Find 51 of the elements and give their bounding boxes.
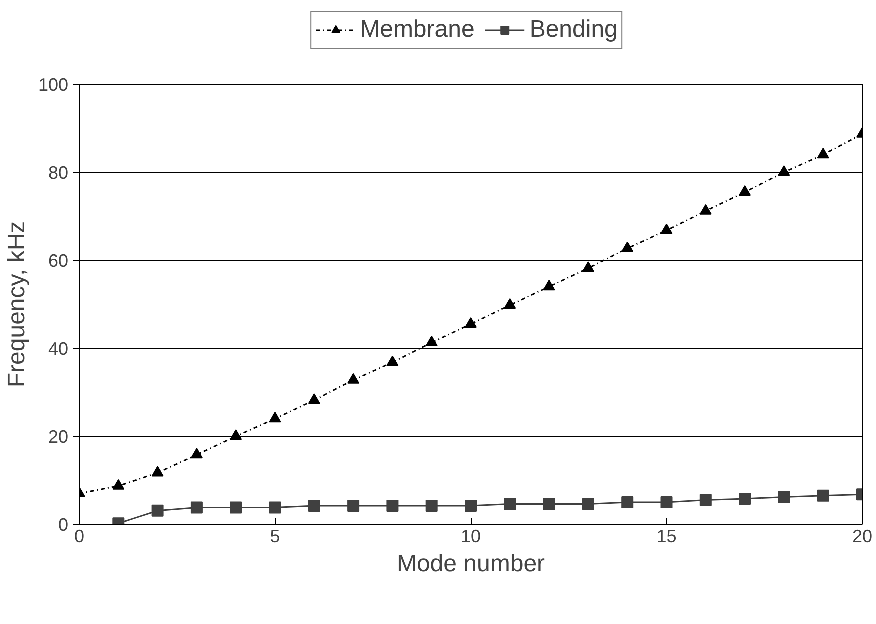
y-tick-label: 60 — [48, 251, 69, 271]
y-axis-title: Frequency, kHz — [3, 221, 30, 388]
point — [308, 500, 320, 512]
point — [622, 242, 634, 252]
y-tick-label: 80 — [48, 163, 69, 183]
point — [190, 448, 203, 459]
y-tick-label: 40 — [48, 339, 69, 359]
y-tick-label: 100 — [38, 75, 69, 95]
point — [739, 492, 752, 505]
point — [152, 466, 164, 477]
legend-label: Bending — [530, 16, 618, 44]
point — [348, 373, 360, 384]
point — [700, 204, 712, 215]
x-tick-label: 10 — [460, 526, 482, 546]
point — [543, 280, 556, 291]
point — [230, 502, 242, 514]
point — [739, 185, 752, 196]
point — [112, 479, 125, 490]
x-tick-label: 20 — [852, 526, 873, 546]
point — [426, 500, 438, 512]
point — [152, 504, 164, 517]
point — [582, 498, 594, 510]
x-tick-label: 5 — [270, 526, 280, 546]
point — [504, 298, 516, 310]
point — [230, 430, 242, 440]
x-tick-label: 0 — [74, 526, 85, 546]
point — [778, 491, 790, 504]
point — [308, 394, 320, 404]
point — [426, 336, 438, 346]
point — [269, 412, 282, 423]
point — [660, 496, 673, 508]
point — [817, 490, 830, 502]
point — [660, 224, 673, 234]
point — [465, 500, 477, 512]
point — [778, 166, 790, 176]
point — [386, 356, 399, 366]
point — [582, 262, 594, 272]
point — [386, 500, 399, 512]
legend-label: Membrane — [360, 16, 475, 44]
point — [190, 502, 203, 514]
point — [622, 496, 634, 508]
point — [465, 317, 477, 328]
y-tick-label: 20 — [48, 427, 69, 447]
point — [700, 494, 712, 506]
x-axis-title: Mode number — [396, 550, 546, 578]
point — [504, 498, 516, 510]
point — [269, 502, 282, 514]
point — [543, 498, 556, 510]
point — [348, 500, 360, 512]
x-tick-label: 15 — [656, 526, 677, 546]
point — [817, 148, 830, 159]
